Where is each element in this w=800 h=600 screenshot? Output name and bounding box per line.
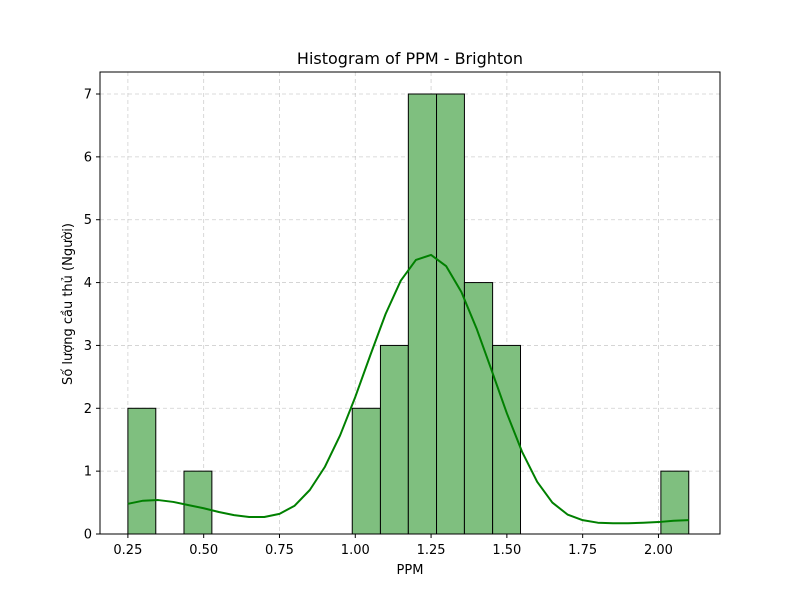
histogram-bar-5	[436, 93, 465, 535]
histogram-bar-3	[379, 344, 409, 535]
x-tick-label-4: 1.25	[417, 543, 446, 558]
histogram-bar-6	[463, 282, 494, 535]
histogram-bar-4	[407, 93, 438, 535]
y-tick-label-7: 7	[84, 88, 92, 103]
x-axis-ticks: 0.25 0.50 0.75 1.00 1.25 1.50 1.75 2.00	[113, 534, 673, 558]
x-tick-label-0: 0.25	[113, 543, 142, 558]
x-tick-label-6: 1.75	[568, 543, 597, 558]
plot-frame	[99, 71, 721, 535]
x-axis-label: PPM	[397, 563, 424, 578]
histogram-bar-1	[183, 470, 213, 535]
y-tick-label-1: 1	[84, 465, 92, 480]
y-axis-ticks: 0 1 2 3 4 5 6 7	[84, 88, 100, 543]
y-tick-label-0: 0	[84, 528, 92, 543]
kde-layer	[127, 253, 689, 525]
y-tick-label-3: 3	[84, 339, 92, 354]
y-tick-label-5: 5	[84, 213, 92, 228]
x-tick-label-3: 1.00	[341, 543, 370, 558]
chart-title: Histogram of PPM - Brighton	[297, 49, 523, 68]
histogram-bar-7	[492, 344, 522, 535]
bars-layer	[127, 93, 690, 535]
histogram-bar-0	[127, 407, 157, 535]
y-tick-label-6: 6	[84, 150, 92, 165]
kde-density-line	[127, 253, 689, 525]
x-tick-label-2: 0.75	[265, 543, 294, 558]
y-tick-label-2: 2	[84, 402, 92, 417]
x-tick-label-1: 0.50	[189, 543, 218, 558]
histogram-bar-2	[351, 407, 381, 535]
histogram-bar-8	[660, 470, 690, 535]
x-tick-label-5: 1.50	[492, 543, 521, 558]
x-tick-label-7: 2.00	[644, 543, 673, 558]
y-axis-label: Số lượng cầu thủ (Người)	[61, 223, 76, 385]
y-tick-label-4: 4	[84, 276, 92, 291]
